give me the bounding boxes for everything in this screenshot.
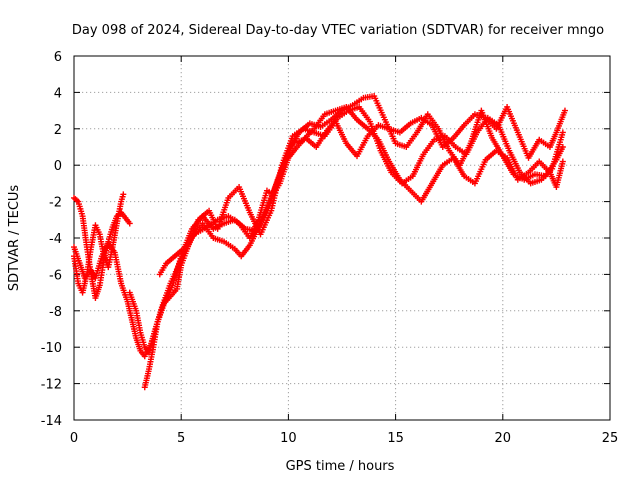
x-axis-label: GPS time / hours bbox=[286, 459, 395, 474]
y-tick-label: -10 bbox=[41, 341, 62, 356]
axes: 0 5 10 15 20 25 -14 -12 -10 -8 -6 -4 -2 0 2 4 6 bbox=[41, 50, 619, 446]
y-tick-label: 0 bbox=[54, 159, 62, 174]
x-tick-label: 10 bbox=[280, 431, 297, 446]
y-tick-label: -4 bbox=[49, 232, 62, 247]
data-point bbox=[561, 107, 568, 114]
x-tick-label: 0 bbox=[70, 431, 78, 446]
x-tick-label: 15 bbox=[387, 431, 404, 446]
series-track-6 bbox=[156, 103, 566, 278]
y-tick-label: 6 bbox=[54, 50, 62, 65]
x-tick-label: 20 bbox=[495, 431, 512, 446]
data-point bbox=[126, 220, 133, 227]
y-axis-label: SDTVAR / TECUs bbox=[7, 185, 22, 292]
y-tick-label: 2 bbox=[54, 123, 62, 138]
chart-title: Day 098 of 2024, Sidereal Day-to-day VTE… bbox=[72, 23, 604, 38]
data-point bbox=[559, 158, 566, 165]
x-tick-label: 25 bbox=[602, 431, 619, 446]
data-points bbox=[71, 93, 568, 391]
y-tick-label: -12 bbox=[41, 378, 62, 393]
y-tick-label: -8 bbox=[49, 305, 62, 320]
y-tick-label: -14 bbox=[41, 414, 62, 429]
data-point bbox=[120, 191, 127, 198]
y-tick-label: -2 bbox=[49, 196, 62, 211]
data-point bbox=[559, 129, 566, 136]
y-tick-label: 4 bbox=[54, 86, 62, 101]
y-tick-label: -6 bbox=[49, 268, 62, 283]
x-tick-label: 5 bbox=[177, 431, 185, 446]
series-track-5 bbox=[141, 103, 568, 391]
